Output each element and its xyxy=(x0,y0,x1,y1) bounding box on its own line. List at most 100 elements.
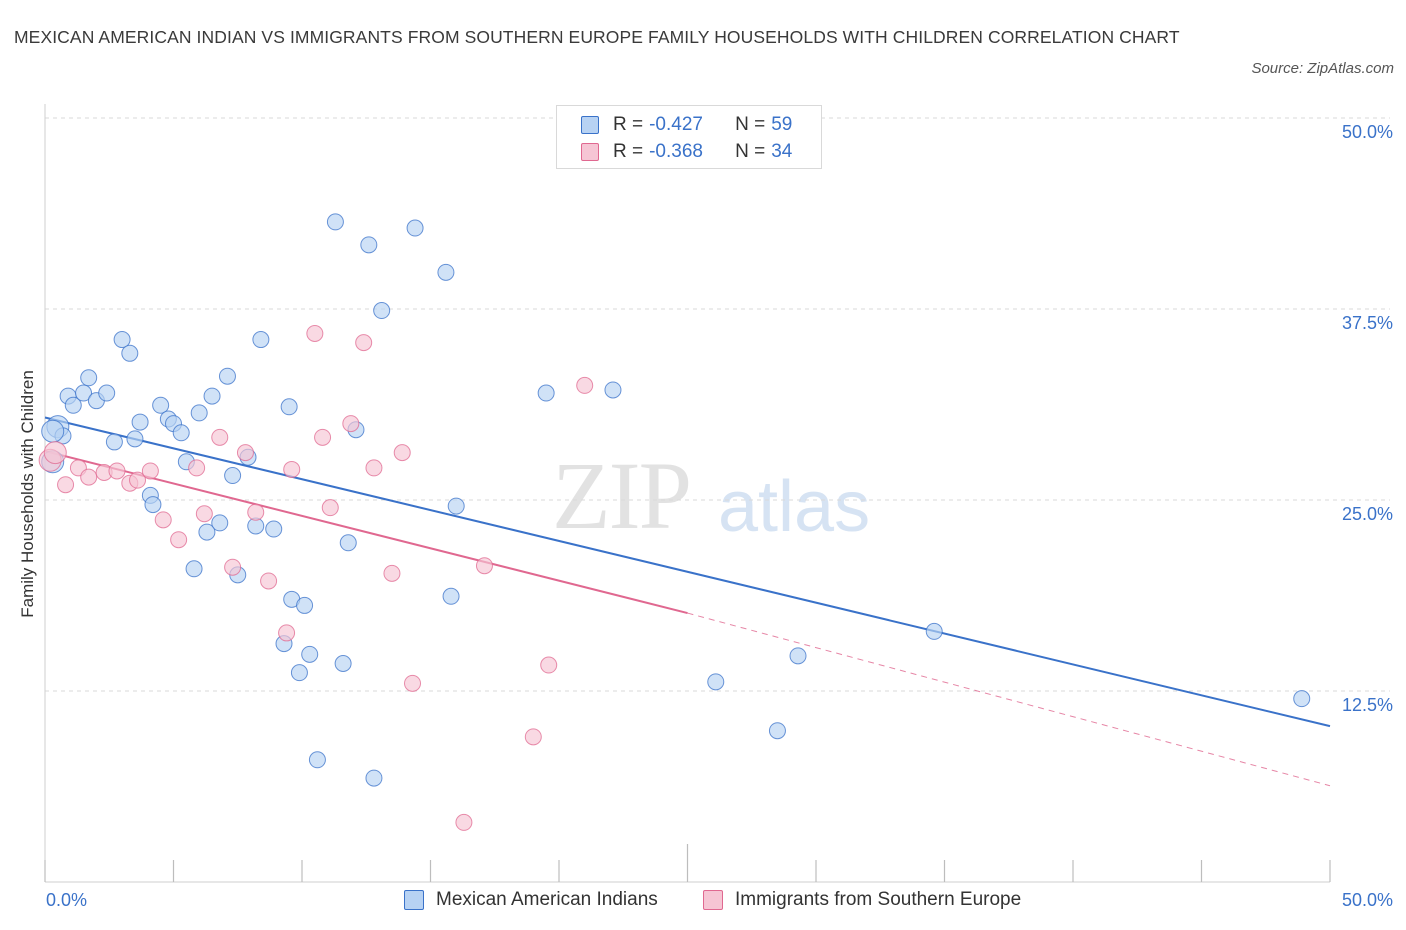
x-tick-label: 50.0% xyxy=(1341,890,1393,910)
y-axis-label: Family Households with Children xyxy=(18,370,37,618)
data-point-series-2 xyxy=(576,376,594,394)
data-point-series-2 xyxy=(540,656,558,674)
data-point-series-1 xyxy=(131,413,149,431)
legend-n-value: 59 xyxy=(771,114,793,135)
data-point-series-1 xyxy=(198,523,216,541)
data-point-series-1 xyxy=(447,497,465,515)
data-point-series-1 xyxy=(707,673,725,691)
data-point-series-2 xyxy=(260,572,278,590)
y-tick-label: 25.0% xyxy=(1341,504,1393,524)
data-point-series-1 xyxy=(190,404,208,422)
data-point-series-1 xyxy=(152,396,170,414)
data-point-series-1 xyxy=(442,587,460,605)
pink-square-icon xyxy=(581,143,599,161)
data-point-series-2 xyxy=(383,564,401,582)
data-point-series-2 xyxy=(224,558,242,576)
y-tick-label: 50.0% xyxy=(1341,122,1393,142)
data-point-series-1 xyxy=(290,664,308,682)
data-point-series-2 xyxy=(524,728,542,746)
data-point-series-2 xyxy=(211,428,229,446)
data-point-series-2 xyxy=(475,557,493,575)
data-point-series-2 xyxy=(455,813,473,831)
source-label: Source: ZipAtlas.com xyxy=(1251,60,1394,77)
legend-r-label: R = xyxy=(613,141,644,162)
data-point-series-1 xyxy=(75,384,93,402)
data-point-series-1 xyxy=(537,384,555,402)
data-point-series-1 xyxy=(105,433,123,451)
data-point-series-1 xyxy=(185,560,203,578)
legend-series-name: Mexican American Indians xyxy=(436,889,658,910)
data-point-series-1 xyxy=(373,302,391,320)
data-point-series-2 xyxy=(321,499,339,517)
legend-r-value: -0.427 xyxy=(649,114,703,135)
data-point-series-1 xyxy=(296,596,314,614)
data-point-series-1 xyxy=(121,344,139,362)
data-point-series-1 xyxy=(224,467,242,485)
data-point-series-2 xyxy=(141,462,159,480)
y-tick-label: 37.5% xyxy=(1341,313,1393,333)
data-point-series-2 xyxy=(57,476,75,494)
data-point-series-2 xyxy=(393,444,411,462)
legend-r-label: R = xyxy=(613,114,644,135)
data-point-series-2 xyxy=(365,459,383,477)
data-point-series-1 xyxy=(301,645,319,663)
data-point-series-1 xyxy=(218,367,236,385)
data-point-series-2 xyxy=(80,468,98,486)
y-tick-label: 12.5% xyxy=(1341,695,1393,715)
legend-item-immigrants-southern-europe[interactable]: Immigrants from Southern Europe xyxy=(703,889,1021,911)
legend-n-label: N = xyxy=(735,114,766,135)
data-point-series-1 xyxy=(604,381,622,399)
x-tick-label: 0.0% xyxy=(46,890,88,910)
data-point-series-1 xyxy=(98,384,116,402)
data-point-series-2 xyxy=(43,441,67,465)
legend-r-value: -0.368 xyxy=(649,141,703,162)
data-point-series-2 xyxy=(108,462,126,480)
trend-line-extension-2 xyxy=(687,612,1331,787)
pink-square-icon xyxy=(703,890,723,910)
chart-title: MEXICAN AMERICAN INDIAN VS IMMIGRANTS FR… xyxy=(14,27,1180,47)
correlation-legend: R = -0.427 N = 59 R = -0.368 N = 34 xyxy=(556,105,822,169)
data-point-series-1 xyxy=(41,419,65,443)
data-point-series-1 xyxy=(365,769,383,787)
blue-square-icon xyxy=(404,890,424,910)
data-point-series-1 xyxy=(406,219,424,237)
data-point-series-1 xyxy=(789,647,807,665)
legend-n-label: N = xyxy=(735,141,766,162)
data-point-series-1 xyxy=(360,236,378,254)
data-point-series-2 xyxy=(236,444,254,462)
data-point-series-1 xyxy=(339,534,357,552)
data-point-series-2 xyxy=(314,428,332,446)
data-point-series-1 xyxy=(144,496,162,514)
data-points xyxy=(38,213,1311,831)
watermark-zip: ZIP xyxy=(552,442,692,549)
data-point-series-2 xyxy=(188,459,206,477)
data-point-series-2 xyxy=(129,471,147,489)
data-point-series-2 xyxy=(342,415,360,433)
grid-lines xyxy=(45,117,1390,692)
data-point-series-1 xyxy=(1293,690,1311,708)
legend-item-mexican-american-indians[interactable]: Mexican American Indians xyxy=(404,889,658,911)
data-point-series-1 xyxy=(80,369,98,387)
series-legend: Mexican American Indians Immigrants from… xyxy=(0,889,1406,915)
data-point-series-1 xyxy=(64,396,82,414)
data-point-series-2 xyxy=(404,674,422,692)
data-point-series-1 xyxy=(203,387,221,405)
data-point-series-2 xyxy=(195,505,213,523)
watermark-atlas: atlas xyxy=(718,467,871,547)
axes xyxy=(44,104,1331,883)
legend-series-name: Immigrants from Southern Europe xyxy=(735,889,1022,910)
data-point-series-2 xyxy=(154,511,172,529)
trend-line-1 xyxy=(44,416,1331,728)
data-point-series-2 xyxy=(306,324,324,342)
data-point-series-1 xyxy=(211,514,229,532)
legend-row-series1: R = -0.427 N = 59 xyxy=(581,113,792,137)
data-point-series-1 xyxy=(126,430,144,448)
data-point-series-2 xyxy=(355,334,373,352)
blue-square-icon xyxy=(581,116,599,134)
legend-n-value: 34 xyxy=(771,141,793,162)
data-point-series-2 xyxy=(278,624,296,642)
data-point-series-1 xyxy=(768,722,786,740)
data-point-series-1 xyxy=(265,520,283,538)
data-point-series-1 xyxy=(925,622,943,640)
